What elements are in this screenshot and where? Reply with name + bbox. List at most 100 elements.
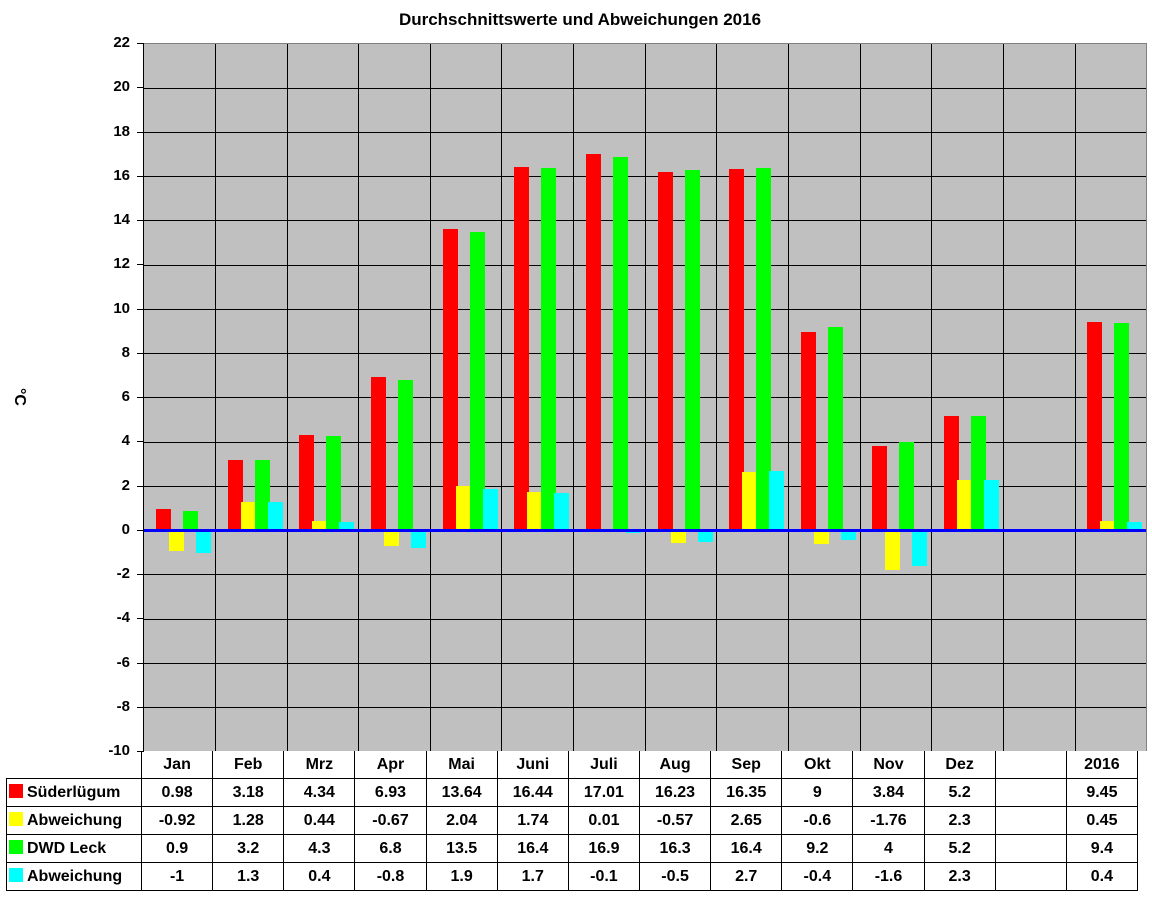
table-column-header: Mai (425, 751, 498, 779)
y-tick-label: -8 (116, 697, 130, 715)
table-cell: 17.01 (567, 778, 640, 807)
bar-abweichung-apr (383, 530, 399, 546)
bar-dwd-leck-mai (469, 232, 485, 531)
bar-s-derl-gum-nov (872, 445, 888, 531)
legend-swatch-icon (9, 867, 23, 882)
bar-abweichung-mai (455, 485, 471, 531)
legend-swatch-icon (9, 783, 23, 798)
bar-dwd-leck-dez (971, 415, 987, 531)
v-gridline (214, 44, 216, 751)
bar-abweichung-sep (769, 471, 785, 531)
y-tick-mark (137, 618, 144, 620)
table-column-header: Aug (638, 751, 712, 779)
table-cell: 16.4 (496, 834, 569, 863)
bar-s-derl-gum-apr (370, 377, 386, 531)
bar-abweichung-dez (957, 479, 973, 531)
y-tick-label: 0 (121, 520, 130, 538)
table-cell (994, 806, 1067, 835)
y-tick-mark (137, 131, 144, 133)
table-cell: 0.98 (140, 778, 214, 807)
table-cell: 3.84 (852, 778, 925, 807)
y-tick-mark (137, 352, 144, 354)
table-cell: 2.3 (923, 862, 996, 891)
bar-abweichung-mrz (339, 521, 355, 531)
bar-s-derl-gum-jan (156, 509, 171, 531)
table-row: Süderlügum 0.98 3.18 4.34 6.93 13.64 16.44 17.0… (6, 778, 1138, 807)
y-tick-label: 4 (121, 432, 130, 450)
y-tick-mark (137, 87, 144, 89)
bar-abweichung-2016 (1100, 520, 1116, 531)
y-tick-mark (137, 43, 144, 44)
table-cell: 4.3 (283, 834, 356, 863)
table-cell: -0.67 (354, 806, 427, 835)
bar-dwd-leck-apr (397, 380, 413, 531)
y-tick-label: 16 (113, 166, 130, 184)
v-gridline (716, 44, 718, 751)
table-cell: 0.4 (1065, 862, 1138, 891)
bar-abweichung-mai (482, 488, 498, 531)
v-gridline (429, 44, 431, 751)
y-tick-mark (137, 529, 144, 531)
v-gridline (644, 44, 646, 751)
table-column-header: Jan (140, 751, 214, 779)
table-cell (994, 834, 1067, 863)
legend-label: Süderlügum (27, 783, 121, 801)
table-cell: 0.4 (283, 862, 356, 891)
y-tick-mark (137, 220, 144, 221)
bar-s-derl-gum-mrz (299, 434, 315, 531)
table-cell: 0.9 (140, 834, 214, 863)
table-column-header: Nov (852, 751, 925, 779)
table-column-header: Mrz (283, 751, 356, 779)
table-cell: 16.23 (638, 778, 712, 807)
bar-dwd-leck-juli (612, 156, 628, 531)
table-column-header: Okt (781, 751, 854, 779)
y-tick-mark (137, 441, 144, 443)
bar-s-derl-gum-okt (800, 331, 816, 531)
v-gridline (1074, 44, 1076, 751)
bar-s-derl-gum-2016 (1087, 321, 1103, 531)
bar-abweichung-aug (697, 530, 713, 542)
y-axis-line (143, 43, 144, 751)
bar-dwd-leck-2016 (1114, 322, 1130, 531)
table-cell (994, 862, 1067, 891)
y-tick-label: 20 (113, 78, 130, 96)
table-cell: 16.9 (567, 834, 640, 863)
table-column-header: 2016 (1065, 751, 1138, 779)
table-cell: 16.35 (710, 778, 783, 807)
bar-abweichung-sep (742, 472, 758, 531)
table-cell: -0.57 (638, 806, 712, 835)
bar-s-derl-gum-juni (514, 167, 530, 531)
table-cell: 16.3 (638, 834, 712, 863)
table-cell: 9.45 (1065, 778, 1138, 807)
bar-abweichung-okt (840, 530, 856, 540)
v-gridline (573, 44, 575, 751)
table-cell: 3.2 (212, 834, 285, 863)
table-column-header (994, 751, 1067, 779)
y-tick-mark (137, 264, 144, 266)
v-gridline (931, 44, 933, 751)
table-cell: 6.93 (354, 778, 427, 807)
table-cell: 16.4 (710, 834, 783, 863)
table-cell: 2.7 (710, 862, 783, 891)
y-tick-mark (137, 662, 144, 664)
table-column-header: Apr (354, 751, 427, 779)
table-row: DWD Leck 0.9 3.2 4.3 6.8 13.5 16.4 16.9 16.3 16.4… (6, 834, 1138, 863)
v-gridline (859, 44, 861, 751)
y-tick-label: 2 (121, 476, 130, 494)
table-cell: 16.44 (496, 778, 569, 807)
y-tick-mark (137, 706, 144, 708)
bar-dwd-leck-jan (183, 510, 198, 531)
y-axis-label: °C (10, 388, 28, 406)
bar-abweichung-nov (912, 530, 928, 567)
y-tick-label: -4 (116, 609, 130, 627)
bar-abweichung-apr (410, 530, 426, 549)
table-column-header: Dez (923, 751, 996, 779)
bar-abweichung-juni (527, 492, 543, 531)
table-cell: -0.5 (638, 862, 712, 891)
table-cell: 2.3 (923, 806, 996, 835)
bar-s-derl-gum-feb (227, 460, 243, 531)
table-cell: 9.2 (781, 834, 854, 863)
legend-swatch-icon (9, 839, 23, 854)
legend-entry: Abweichung (6, 862, 142, 891)
plot-area (144, 43, 1147, 751)
